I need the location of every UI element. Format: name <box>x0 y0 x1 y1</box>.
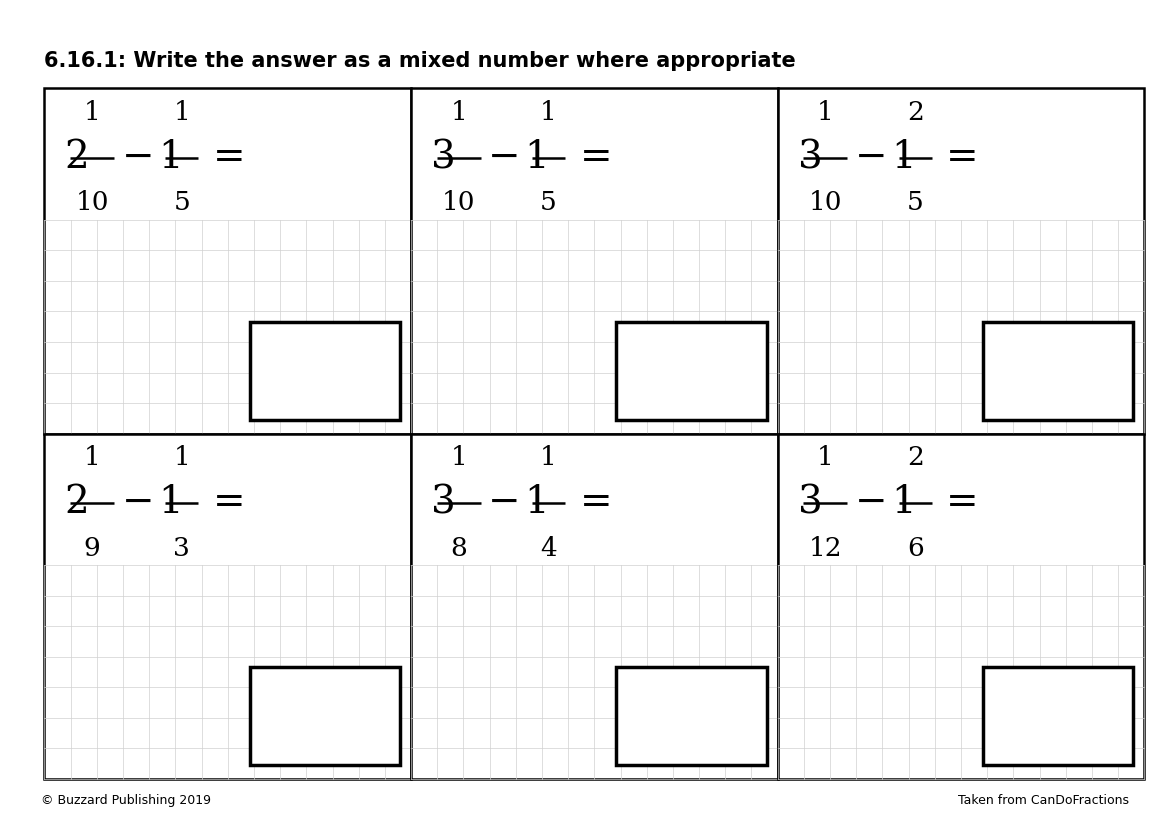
Text: =: = <box>579 139 612 176</box>
Text: Taken from CanDoFractions: Taken from CanDoFractions <box>958 794 1129 807</box>
Text: −: − <box>488 139 521 176</box>
Text: =: = <box>213 139 246 176</box>
Text: 3: 3 <box>173 536 191 561</box>
Text: 10: 10 <box>442 190 475 215</box>
Text: 10: 10 <box>75 190 109 215</box>
Text: −: − <box>855 485 888 521</box>
Text: 10: 10 <box>808 190 842 215</box>
Text: 4: 4 <box>541 536 557 561</box>
Text: 1: 1 <box>84 445 101 470</box>
Text: 3: 3 <box>798 139 823 176</box>
Text: 3: 3 <box>432 139 456 176</box>
Text: 1: 1 <box>84 100 101 125</box>
Text: 8: 8 <box>450 536 467 561</box>
Bar <box>249 322 400 420</box>
Text: 1: 1 <box>158 485 183 521</box>
Text: 3: 3 <box>432 485 456 521</box>
Text: 2: 2 <box>907 100 923 125</box>
Text: 1: 1 <box>541 100 557 125</box>
Bar <box>617 667 766 765</box>
Text: −: − <box>488 485 521 521</box>
Text: =: = <box>579 485 612 521</box>
Text: 1: 1 <box>541 445 557 470</box>
Text: 5: 5 <box>173 190 191 215</box>
Text: =: = <box>947 485 979 521</box>
Text: 5: 5 <box>907 190 923 215</box>
Text: −: − <box>855 139 888 176</box>
Text: 1: 1 <box>450 445 467 470</box>
Bar <box>983 667 1134 765</box>
Text: 1: 1 <box>892 485 916 521</box>
Text: © Buzzard Publishing 2019: © Buzzard Publishing 2019 <box>41 794 211 807</box>
Text: 2: 2 <box>907 445 923 470</box>
Bar <box>983 322 1134 420</box>
Text: 2: 2 <box>64 485 89 521</box>
Text: 1: 1 <box>173 445 191 470</box>
Text: =: = <box>213 485 246 521</box>
Text: 1: 1 <box>524 485 550 521</box>
Text: 1: 1 <box>892 139 916 176</box>
Text: −: − <box>122 485 154 521</box>
Text: 12: 12 <box>808 536 842 561</box>
Bar <box>617 322 766 420</box>
Bar <box>249 667 400 765</box>
Text: 1: 1 <box>817 100 834 125</box>
Text: 5: 5 <box>541 190 557 215</box>
Text: 1: 1 <box>524 139 550 176</box>
Text: 6: 6 <box>907 536 923 561</box>
Text: 1: 1 <box>817 445 834 470</box>
Text: 1: 1 <box>450 100 467 125</box>
Text: −: − <box>122 139 154 176</box>
Text: 3: 3 <box>798 485 823 521</box>
Text: 9: 9 <box>84 536 101 561</box>
Text: 1: 1 <box>158 139 183 176</box>
Text: 1: 1 <box>173 100 191 125</box>
Text: 2: 2 <box>64 139 89 176</box>
Text: =: = <box>947 139 979 176</box>
Text: 6.16.1: Write the answer as a mixed number where appropriate: 6.16.1: Write the answer as a mixed numb… <box>44 51 797 71</box>
